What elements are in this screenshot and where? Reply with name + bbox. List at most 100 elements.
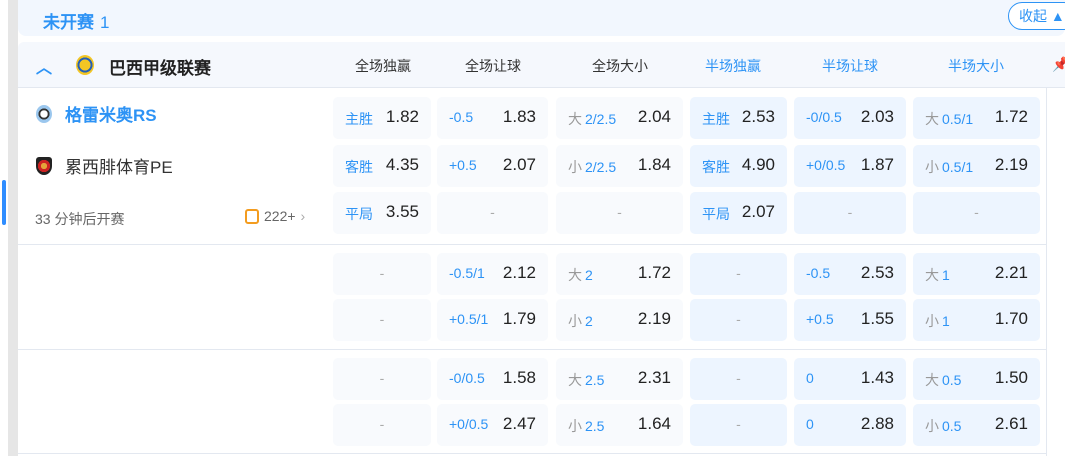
odds-value: 1.87 [860, 155, 894, 174]
odds-cell[interactable]: -0/0.5 2.03 [794, 97, 906, 139]
pin-icon[interactable]: 📌 [1052, 56, 1065, 72]
odds-unavailable: - [736, 311, 741, 327]
odds-cell[interactable]: -0.5 1.83 [437, 97, 548, 139]
odds-cell: - [333, 404, 431, 446]
bet-type: 小 [925, 313, 939, 329]
odds-cell: - [690, 404, 787, 446]
odds-line: -0.5 [806, 265, 831, 281]
odds-value: 2.53 [860, 263, 894, 282]
odds-cell[interactable]: 平局 3.55 [333, 192, 431, 234]
odds-cell[interactable]: 小 0.5/1 2.19 [913, 145, 1040, 187]
odds-label: 主胜 [345, 109, 373, 129]
column-header-ht-1x2: 半场独赢 [705, 58, 761, 74]
odds-cell[interactable]: -0/0.5 1.58 [437, 358, 548, 400]
away-team-name: 累西腓体育PE [65, 158, 173, 177]
odds-unavailable: - [379, 311, 385, 327]
odds-cell[interactable]: 小 1 1.70 [913, 299, 1040, 341]
odds-cell[interactable]: 大 2.5 2.31 [556, 358, 683, 400]
divider [1046, 88, 1047, 456]
odds-line: 2 [585, 267, 593, 283]
odds-label: -0.5 [449, 109, 473, 125]
odds-line: 2 [585, 313, 593, 329]
status-count: 1 [100, 13, 110, 32]
bet-type: 大 [925, 372, 939, 388]
odds-value: 1.72 [637, 263, 671, 282]
odds-value: 2.31 [637, 368, 671, 387]
odds-label: -0.5/1 [449, 265, 485, 281]
divider [18, 453, 1046, 454]
odds-unavailable: - [736, 265, 741, 281]
odds-label: -0/0.5 [449, 370, 485, 386]
odds-cell[interactable]: +0.5 1.55 [794, 299, 906, 341]
caret-up-icon: ▲ [1050, 8, 1065, 24]
bet-type: 大 [568, 111, 582, 127]
league-logo-icon [76, 55, 94, 75]
odds-line: +0.5 [449, 157, 477, 173]
odds-cell[interactable]: 平局 2.07 [690, 192, 787, 234]
odds-value: 1.82 [385, 107, 419, 126]
odds-unavailable: - [617, 204, 622, 220]
odds-label: 大 2/2.5 [568, 109, 616, 129]
odds-cell[interactable]: -0.5 2.53 [794, 253, 906, 295]
divider [18, 244, 1046, 245]
odds-label: +0.5 [449, 157, 477, 173]
odds-cell[interactable]: 大 0.5 1.50 [913, 358, 1040, 400]
odds-cell[interactable]: +0/0.5 2.47 [437, 404, 548, 446]
odds-cell[interactable]: +0.5 2.07 [437, 145, 548, 187]
collapse-button[interactable]: 收起 ▲ [1008, 2, 1065, 30]
odds-label: +0.5 [806, 311, 834, 327]
odds-value: 1.72 [994, 107, 1028, 126]
odds-cell: - [437, 192, 548, 234]
odds-cell[interactable]: 大 2/2.5 2.04 [556, 97, 683, 139]
odds-unavailable: - [847, 204, 853, 220]
odds-line: 0 [806, 416, 814, 432]
scrollbar-thumb[interactable] [2, 180, 6, 225]
kickoff-time: 33 分钟后开赛 [35, 211, 125, 227]
home-team[interactable]: 格雷米奥RS [36, 101, 157, 126]
bet-type: 客胜 [345, 159, 373, 175]
odds-cell: - [333, 299, 431, 341]
divider [18, 349, 1046, 350]
odds-value: 1.55 [860, 309, 894, 328]
odds-cell: - [690, 299, 787, 341]
odds-cell[interactable]: 0 2.88 [794, 404, 906, 446]
column-header-ft-total: 全场大小 [592, 58, 648, 74]
odds-unavailable: - [490, 204, 495, 220]
more-markets-link[interactable]: 222+ › [245, 208, 305, 224]
odds-cell[interactable]: 主胜 2.53 [690, 97, 787, 139]
home-team-logo-icon [36, 104, 52, 123]
odds-cell[interactable]: 小 2 2.19 [556, 299, 683, 341]
odds-cell[interactable]: 小 2.5 1.64 [556, 404, 683, 446]
odds-cell[interactable]: 客胜 4.90 [690, 145, 787, 187]
odds-label: 0 [806, 416, 814, 432]
odds-cell[interactable]: +0/0.5 1.87 [794, 145, 906, 187]
odds-label: -0.5 [806, 265, 830, 281]
odds-value: 3.55 [385, 202, 419, 221]
odds-value: 1.79 [502, 309, 536, 328]
bet-type: 小 [925, 159, 939, 175]
odds-cell[interactable]: 小 2/2.5 1.84 [556, 145, 683, 187]
odds-label: 0 [806, 370, 814, 386]
status-header: 未开赛 1 收起 ▲ [18, 0, 1065, 36]
odds-cell[interactable]: 大 2 1.72 [556, 253, 683, 295]
odds-value: 2.19 [637, 309, 671, 328]
odds-cell[interactable]: 大 0.5/1 1.72 [913, 97, 1040, 139]
odds-cell[interactable]: +0.5/1 1.79 [437, 299, 548, 341]
collapse-label: 收起 [1019, 8, 1047, 24]
status-label: 未开赛 [43, 13, 94, 32]
column-header-ht-handicap: 半场让球 [822, 58, 878, 74]
odds-cell[interactable]: 小 0.5 2.61 [913, 404, 1040, 446]
bet-type: 小 [568, 418, 582, 434]
odds-cell[interactable]: 大 1 2.21 [913, 253, 1040, 295]
odds-cell[interactable]: 客胜 4.35 [333, 145, 431, 187]
odds-unavailable: - [736, 416, 741, 432]
odds-label: 大 2.5 [568, 370, 604, 390]
scrollbar[interactable] [0, 0, 18, 456]
odds-cell[interactable]: 0 1.43 [794, 358, 906, 400]
odds-cell[interactable]: 主胜 1.82 [333, 97, 431, 139]
odds-line: 1 [942, 267, 950, 283]
bet-type: 小 [568, 313, 582, 329]
chevron-up-icon[interactable]: ︿ [36, 60, 53, 77]
odds-cell[interactable]: -0.5/1 2.12 [437, 253, 548, 295]
away-team[interactable]: 累西腓体育PE [36, 153, 173, 178]
